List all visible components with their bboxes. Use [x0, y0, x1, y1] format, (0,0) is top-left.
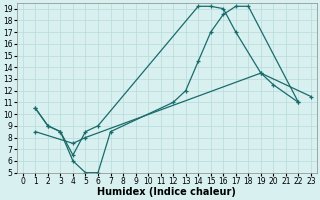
X-axis label: Humidex (Indice chaleur): Humidex (Indice chaleur): [98, 187, 236, 197]
